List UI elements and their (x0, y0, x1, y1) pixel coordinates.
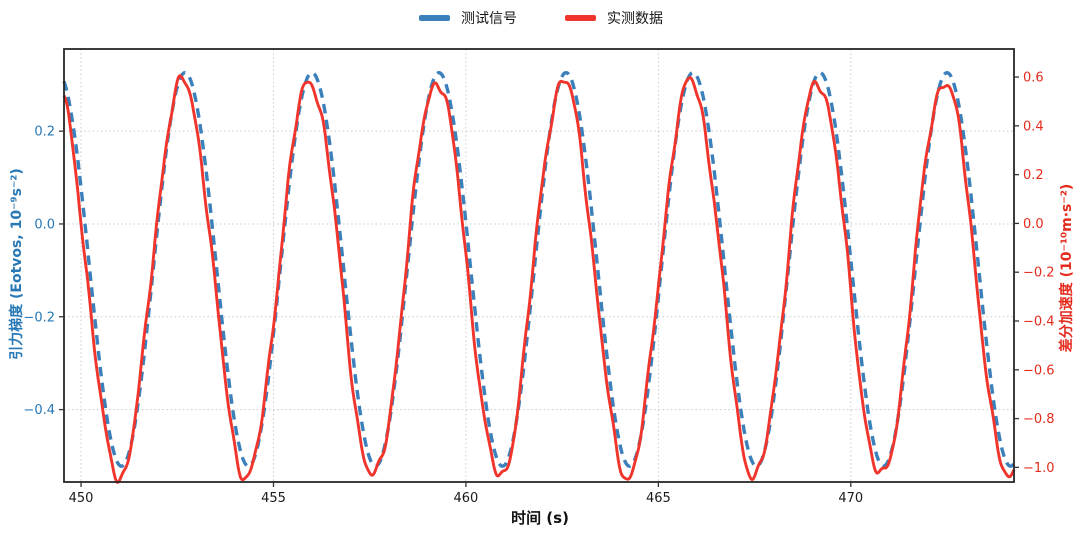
x-tick-label: 450 (69, 491, 94, 506)
left-tick-label: 0.2 (34, 125, 55, 140)
right-tick-label: −0.2 (1023, 266, 1055, 281)
legend-label-measured-data: 实测数据 (607, 11, 663, 27)
right-tick-label: 0.0 (1023, 217, 1044, 232)
series-lines (62, 71, 1016, 484)
legend-item-measured-data: 实测数据 (565, 8, 663, 28)
right-tick-label: 0.4 (1023, 119, 1044, 134)
left-tick-label: −0.2 (23, 310, 55, 325)
left-axis-label: 引力梯度 (Eotvos, 10⁻⁹s⁻²) (9, 168, 25, 360)
right-tick-label: 0.2 (1023, 168, 1044, 183)
right-tick-label: 0.6 (1023, 71, 1044, 86)
plot-frame (63, 48, 1015, 483)
right-tick-label: −0.8 (1023, 412, 1055, 427)
left-tick-label: 0.0 (34, 217, 55, 232)
series-line-0 (62, 71, 1016, 468)
legend-swatch-measured-data (565, 15, 596, 21)
legend-item-test-signal: 测试信号 (419, 8, 517, 28)
series-line-1 (62, 74, 1016, 484)
legend: 测试信号 实测数据 (0, 8, 1082, 28)
right-tick-label: −0.6 (1023, 363, 1055, 378)
x-tick-label: 465 (646, 491, 671, 506)
legend-swatch-test-signal (419, 15, 450, 21)
left-tick-label: −0.4 (23, 403, 55, 418)
right-tick-label: −1.0 (1023, 461, 1055, 476)
gridlines (64, 49, 1014, 482)
legend-label-test-signal: 测试信号 (461, 11, 517, 27)
x-tick-label: 470 (838, 491, 863, 506)
x-tick-label: 455 (261, 491, 286, 506)
tick-labels: 450 455 460 465 470 0.2 0.0 −0.2 −0.4 0.6 0.4 0.2 0.… (23, 71, 1054, 506)
right-axis-label: 差分加速度 (10⁻¹⁰m·s⁻²) (1059, 183, 1075, 353)
x-axis-label: 时间 (s) (511, 509, 569, 527)
ticks (59, 76, 1019, 487)
right-tick-label: −0.4 (1023, 314, 1055, 329)
x-tick-label: 460 (454, 491, 479, 506)
